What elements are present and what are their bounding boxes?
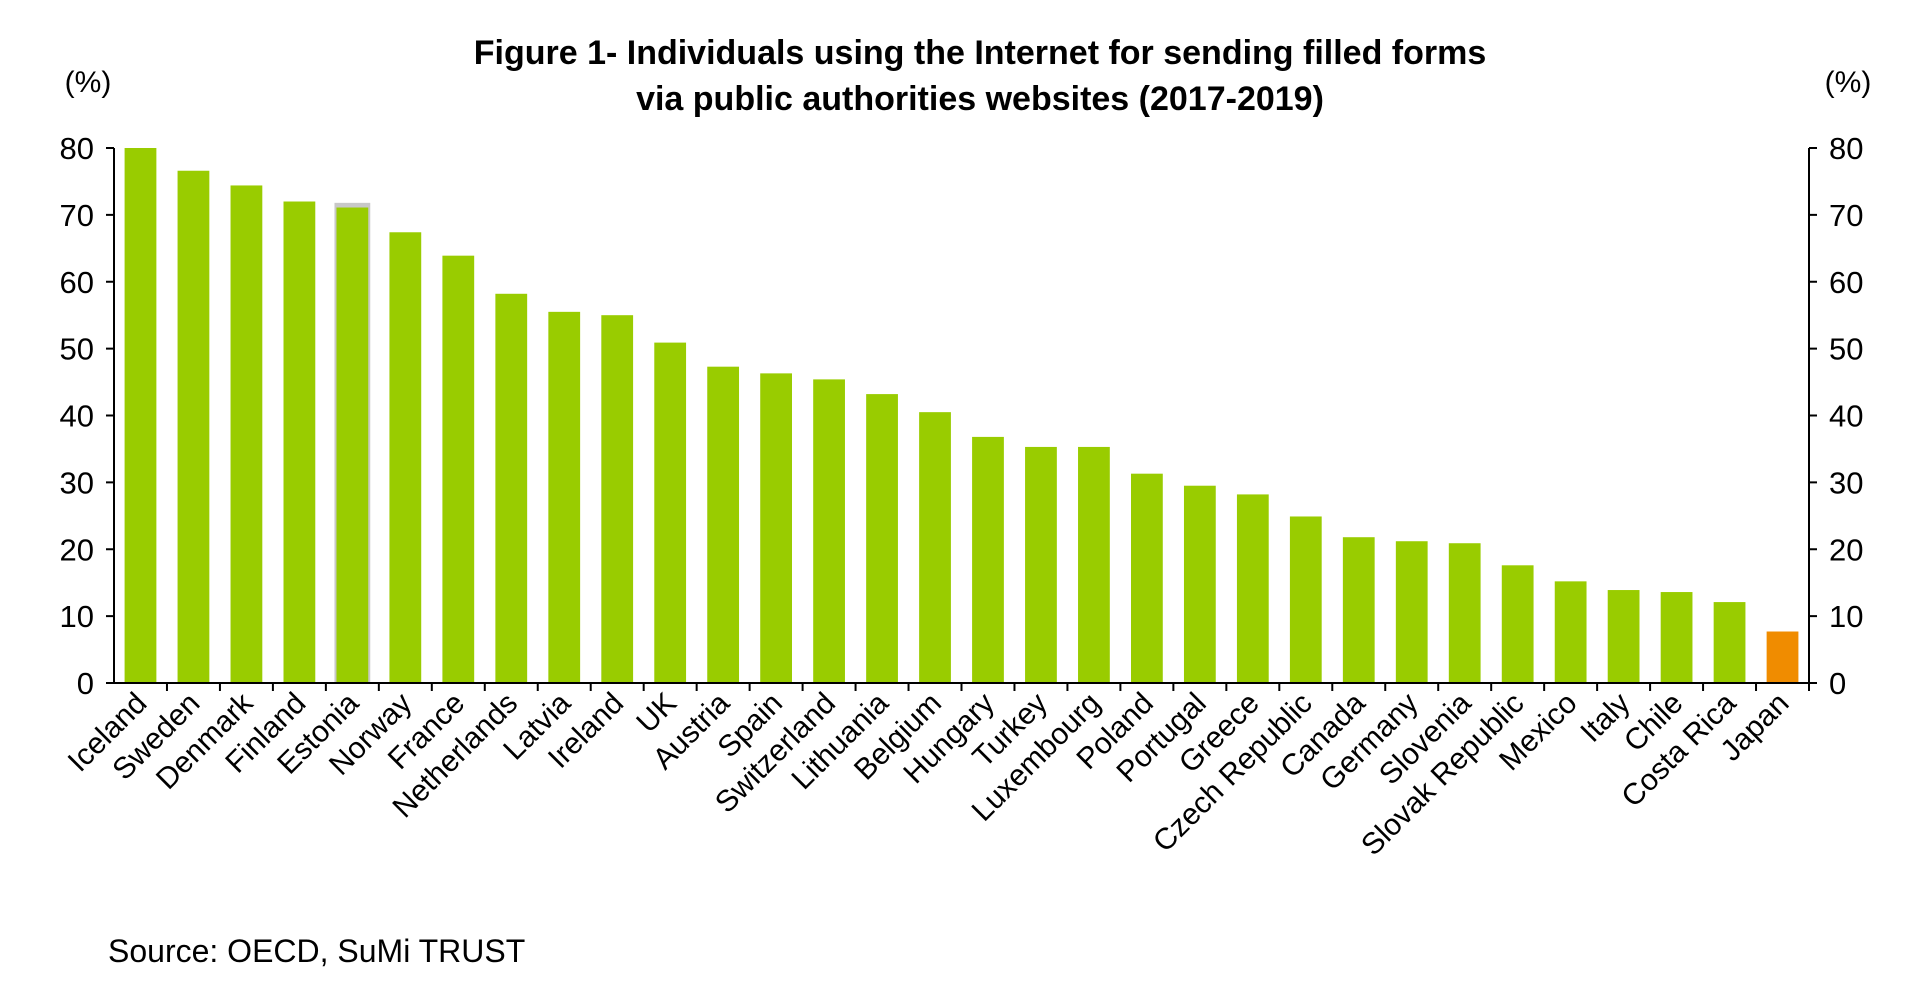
y-axis-label-right: (%) [1825, 66, 1872, 99]
chart-title-line-1: Figure 1- Individuals using the Internet… [474, 34, 1487, 72]
bar-turkey [1025, 446, 1057, 683]
bar-lithuania [866, 394, 898, 683]
bar-iceland [124, 148, 157, 683]
bar-ireland [601, 315, 634, 683]
y-tick-label-left: 70 [60, 198, 94, 233]
bar-denmark [230, 185, 263, 683]
bar-chile [1660, 592, 1693, 683]
bar-austria [707, 366, 740, 683]
bar-finland [283, 201, 316, 683]
bar-sweden [177, 170, 210, 684]
bar-slovak-republic [1501, 565, 1534, 683]
y-tick-label-left: 50 [60, 332, 94, 367]
bar-france [442, 255, 475, 683]
bar-germany [1395, 541, 1428, 683]
source-note: Source: OECD, SuMi TRUST [108, 933, 525, 969]
bar-slovenia [1448, 543, 1481, 683]
y-tick-label-left: 60 [60, 265, 94, 300]
y-tick-label-left: 10 [60, 599, 94, 634]
y-axis-label-left: (%) [65, 66, 112, 99]
y-tick-label-left: 20 [60, 532, 94, 567]
y-tick-label-right: 50 [1829, 332, 1863, 367]
y-tick-label-left: 30 [60, 465, 94, 500]
bar-netherlands [495, 293, 528, 683]
bar-poland [1131, 473, 1163, 683]
y-tick-label-right: 20 [1829, 532, 1863, 567]
bar-canada [1342, 537, 1375, 683]
bar-latvia [548, 311, 581, 683]
bar-portugal [1183, 485, 1216, 683]
bar-hungary [972, 436, 1004, 683]
bar-belgium [919, 412, 951, 683]
bar-uk [654, 342, 687, 683]
bar-italy [1607, 590, 1640, 683]
bar-japan [1766, 631, 1799, 683]
y-tick-label-right: 10 [1829, 599, 1863, 634]
y-tick-label-right: 30 [1829, 465, 1863, 500]
y-tick-label-right: 0 [1829, 666, 1846, 701]
bar-czech-republic [1289, 516, 1322, 683]
y-tick-label-right: 80 [1829, 131, 1863, 166]
y-tick-label-right: 70 [1829, 198, 1863, 233]
chart-title-line-2: via public authorities websites (2017-20… [636, 80, 1324, 118]
bar-greece [1236, 494, 1269, 683]
bar-luxembourg [1078, 446, 1110, 683]
bar-mexico [1554, 581, 1587, 683]
bar-costa-rica [1713, 602, 1746, 683]
bar-estonia [336, 207, 369, 684]
y-tick-label-left: 80 [60, 131, 94, 166]
bar-spain [760, 373, 792, 683]
y-tick-label-right: 60 [1829, 265, 1863, 300]
y-tick-label-right: 40 [1829, 399, 1863, 434]
bar-norway [389, 232, 422, 683]
y-tick-label-left: 0 [77, 666, 94, 701]
bar-switzerland [813, 379, 845, 683]
y-tick-label-left: 40 [60, 399, 94, 434]
